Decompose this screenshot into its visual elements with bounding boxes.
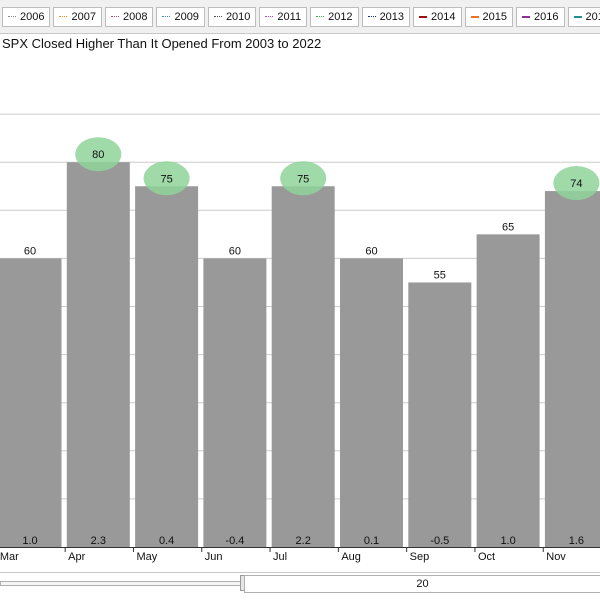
legend-item-2012[interactable]: 2012 bbox=[310, 6, 359, 27]
legend-swatch-icon bbox=[8, 16, 16, 17]
chart-title: SPX Closed Higher Than It Opened From 20… bbox=[2, 36, 322, 51]
legend-swatch-icon bbox=[265, 16, 274, 17]
highlight-marker bbox=[553, 166, 600, 201]
legend-label: 2007 bbox=[71, 10, 96, 23]
bar-bottom-label: -0.5 bbox=[430, 535, 449, 547]
value-label: 55 bbox=[434, 269, 446, 281]
legend-item-2014[interactable]: 2014 bbox=[413, 6, 462, 27]
legend-item-2007[interactable]: 2007 bbox=[53, 6, 102, 27]
bar-apr bbox=[66, 162, 130, 547]
bar-bottom-label: 1.6 bbox=[569, 535, 584, 547]
legend-item-2010[interactable]: 2010 bbox=[207, 6, 257, 27]
highlight-marker bbox=[143, 161, 190, 196]
legend-swatch-icon bbox=[213, 16, 222, 17]
x-tick-label: Sep bbox=[410, 551, 430, 563]
legend-bar: 2006 2007 2008 2009 2010 2011 2012 2013 2014 2015… bbox=[0, 0, 600, 34]
x-tick-label: Apr bbox=[68, 551, 85, 563]
bar-jul bbox=[271, 186, 335, 547]
legend-item-2015[interactable]: 2015 bbox=[464, 6, 514, 27]
legend-item-2009[interactable]: 2009 bbox=[156, 6, 205, 27]
legend-item-2006[interactable]: 2006 bbox=[2, 6, 51, 27]
range-value-box[interactable]: 20 bbox=[244, 575, 600, 593]
x-tick-label: Jul bbox=[273, 551, 287, 563]
x-tick-label: Nov bbox=[546, 551, 566, 563]
bar-oct bbox=[476, 234, 540, 547]
bar-sep bbox=[408, 282, 472, 547]
legend-swatch-icon bbox=[316, 16, 325, 17]
legend-item-2017[interactable]: 2017 bbox=[567, 6, 600, 27]
legend-label: 2017 bbox=[585, 10, 600, 23]
legend-label: 2014 bbox=[431, 10, 456, 23]
legend-label: 2006 bbox=[20, 10, 45, 23]
value-label: 74 bbox=[570, 178, 582, 190]
value-label: 80 bbox=[92, 149, 104, 161]
legend-swatch-icon bbox=[573, 15, 582, 18]
bar-bottom-label: 1.0 bbox=[22, 535, 37, 547]
legend-label: 2011 bbox=[277, 10, 302, 23]
bar-may bbox=[135, 186, 199, 547]
highlight-marker bbox=[75, 137, 122, 172]
range-scrollbar[interactable]: 20 bbox=[0, 572, 600, 596]
bar-bottom-label: 2.2 bbox=[296, 535, 311, 547]
legend-swatch-icon bbox=[110, 16, 119, 17]
value-label: 75 bbox=[160, 173, 172, 185]
legend-label: 2010 bbox=[225, 10, 251, 23]
legend-label: 2016 bbox=[534, 10, 559, 23]
legend-item-2016[interactable]: 2016 bbox=[516, 6, 565, 27]
bar-mar bbox=[0, 258, 62, 547]
x-tick-label: Aug bbox=[341, 551, 361, 563]
value-label: 65 bbox=[502, 221, 514, 233]
legend-item-2008[interactable]: 2008 bbox=[104, 6, 154, 27]
legend-label: 2008 bbox=[122, 10, 148, 23]
x-tick-label: May bbox=[136, 551, 157, 563]
legend-label: 2013 bbox=[379, 10, 405, 23]
x-tick-label: Oct bbox=[478, 551, 495, 563]
legend-swatch-icon bbox=[367, 16, 376, 17]
bar-aug bbox=[340, 258, 403, 547]
bar-bottom-label: 2.3 bbox=[91, 535, 106, 547]
legend-label: 2009 bbox=[174, 10, 199, 23]
value-label: 75 bbox=[297, 173, 309, 185]
value-label: 60 bbox=[365, 245, 377, 257]
bar-bottom-label: -0.4 bbox=[225, 535, 244, 547]
bar-nov bbox=[544, 191, 600, 547]
legend-item-2011[interactable]: 2011 bbox=[259, 6, 308, 27]
value-label: 60 bbox=[229, 245, 241, 257]
value-label: 60 bbox=[24, 245, 36, 257]
legend-item-2013[interactable]: 2013 bbox=[361, 6, 411, 27]
bar-bottom-label: 0.4 bbox=[159, 535, 174, 547]
scroll-track[interactable] bbox=[0, 581, 242, 586]
x-tick-label: Jun bbox=[205, 551, 223, 563]
highlight-marker bbox=[280, 161, 327, 196]
legend-swatch-icon bbox=[59, 16, 68, 17]
bar-bottom-label: 0.1 bbox=[364, 535, 379, 547]
legend-swatch-icon bbox=[419, 15, 428, 18]
legend-swatch-icon bbox=[470, 15, 479, 18]
bar-jun bbox=[203, 258, 267, 547]
legend-swatch-icon bbox=[522, 15, 531, 18]
legend-swatch-icon bbox=[162, 16, 171, 17]
legend-label: 2012 bbox=[328, 10, 353, 23]
legend-label: 2015 bbox=[482, 10, 508, 23]
x-tick-label: Mar bbox=[0, 551, 19, 563]
bar-bottom-label: 1.0 bbox=[500, 535, 515, 547]
